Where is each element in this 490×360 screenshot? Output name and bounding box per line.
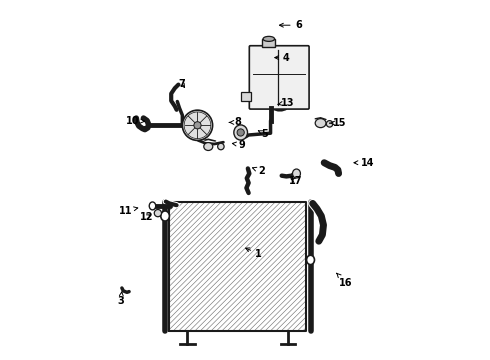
Bar <box>170 202 306 331</box>
Text: 7: 7 <box>179 78 185 89</box>
Ellipse shape <box>218 143 224 150</box>
Text: 12: 12 <box>140 212 154 222</box>
Ellipse shape <box>293 169 300 178</box>
Circle shape <box>182 110 213 140</box>
Text: 15: 15 <box>330 118 346 128</box>
Text: 14: 14 <box>354 158 374 168</box>
Text: 2: 2 <box>252 166 265 176</box>
Text: 5: 5 <box>258 129 268 139</box>
Circle shape <box>237 129 245 136</box>
Text: 11: 11 <box>119 206 138 216</box>
FancyBboxPatch shape <box>249 46 309 109</box>
Text: 6: 6 <box>279 20 302 30</box>
Text: 16: 16 <box>337 273 352 288</box>
Bar <box>242 92 251 101</box>
Bar <box>262 39 275 47</box>
Ellipse shape <box>204 143 213 150</box>
Ellipse shape <box>154 210 162 217</box>
Ellipse shape <box>263 36 274 41</box>
Circle shape <box>194 122 201 129</box>
Ellipse shape <box>326 121 333 127</box>
Ellipse shape <box>161 211 170 221</box>
Ellipse shape <box>234 125 247 140</box>
Text: 17: 17 <box>289 176 302 186</box>
Text: 3: 3 <box>118 292 124 306</box>
Ellipse shape <box>149 202 156 210</box>
Text: 10: 10 <box>126 116 145 126</box>
Ellipse shape <box>315 119 326 128</box>
Text: 9: 9 <box>232 140 245 150</box>
Ellipse shape <box>307 255 315 265</box>
Text: 8: 8 <box>229 117 241 127</box>
Text: 13: 13 <box>278 98 294 108</box>
Text: 4: 4 <box>275 53 290 63</box>
Text: 1: 1 <box>245 248 262 259</box>
